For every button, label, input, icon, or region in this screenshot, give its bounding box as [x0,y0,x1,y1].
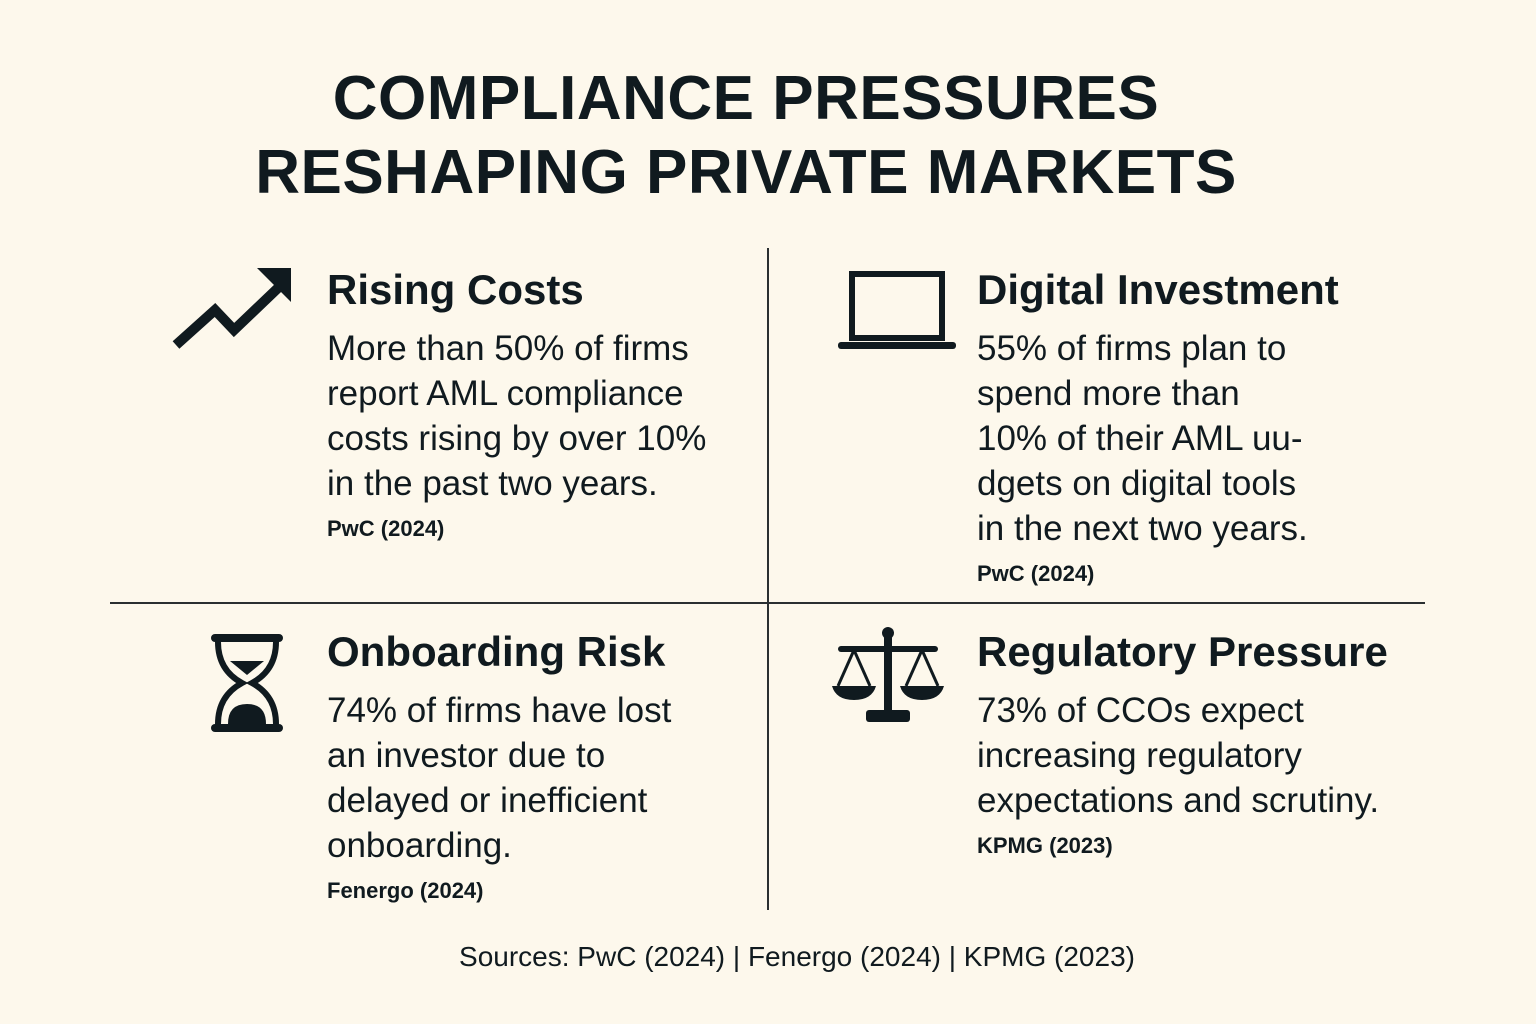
card-digital-investment: Digital Investment 55% of firms plan to … [977,264,1339,589]
body-line: expectations and scrutiny. [977,781,1380,820]
card-heading: Onboarding Risk [327,628,666,675]
card-body: More than 50% of firms report AML compli… [327,326,706,506]
card-body: 55% of firms plan to spend more than 10%… [977,326,1339,551]
body-line: delayed or inefficient [327,781,648,820]
card-source: PwC (2024) [977,561,1095,586]
body-line: onboarding. [327,826,512,865]
body-line: costs rising by over 10% [327,419,707,458]
title-line-1: COMPLIANCE PRESSURES [332,64,1160,133]
card-source: PwC (2024) [327,516,445,541]
body-line: dgets on digital tools [977,464,1297,503]
body-line: 73% of CCOs expect [977,691,1304,730]
horizontal-divider [110,602,1425,604]
card-heading: Rising Costs [327,266,584,313]
card-source: Fenergo (2024) [327,878,484,903]
sources-footer: Sources: PwC (2024) | Fenergo (2024) | K… [459,941,1135,972]
trending-up-icon [172,268,291,349]
scales-icon [832,627,944,722]
vertical-divider [767,248,769,910]
body-line: report AML compliance [327,374,684,413]
card-source: KPMG (2023) [977,833,1113,858]
card-regulatory-pressure: Regulatory Pressure 73% of CCOs expect i… [977,626,1388,861]
body-line: 10% of their AML uu- [977,419,1303,458]
body-line: 55% of firms plan to [977,329,1287,368]
hourglass-icon [211,634,283,732]
laptop-icon [838,271,956,349]
body-line: More than 50% of firms [327,329,689,368]
card-body: 74% of firms have lost an investor due t… [327,688,671,868]
body-line: an investor due to [327,736,606,775]
card-heading: Regulatory Pressure [977,628,1388,675]
card-body: 73% of CCOs expect increasing regulatory… [977,688,1388,823]
body-line: in the next two years. [977,509,1308,548]
title-line-2: RESHAPING PRIVATE MARKETS [255,138,1237,207]
body-line: increasing regulatory [977,736,1302,775]
card-heading: Digital Investment [977,266,1339,313]
card-rising-costs: Rising Costs More than 50% of firms repo… [327,264,706,544]
body-line: spend more than [977,374,1240,413]
body-line: in the past two years. [327,464,658,503]
card-onboarding-risk: Onboarding Risk 74% of firms have lost a… [327,626,671,906]
body-line: 74% of firms have lost [327,691,672,730]
